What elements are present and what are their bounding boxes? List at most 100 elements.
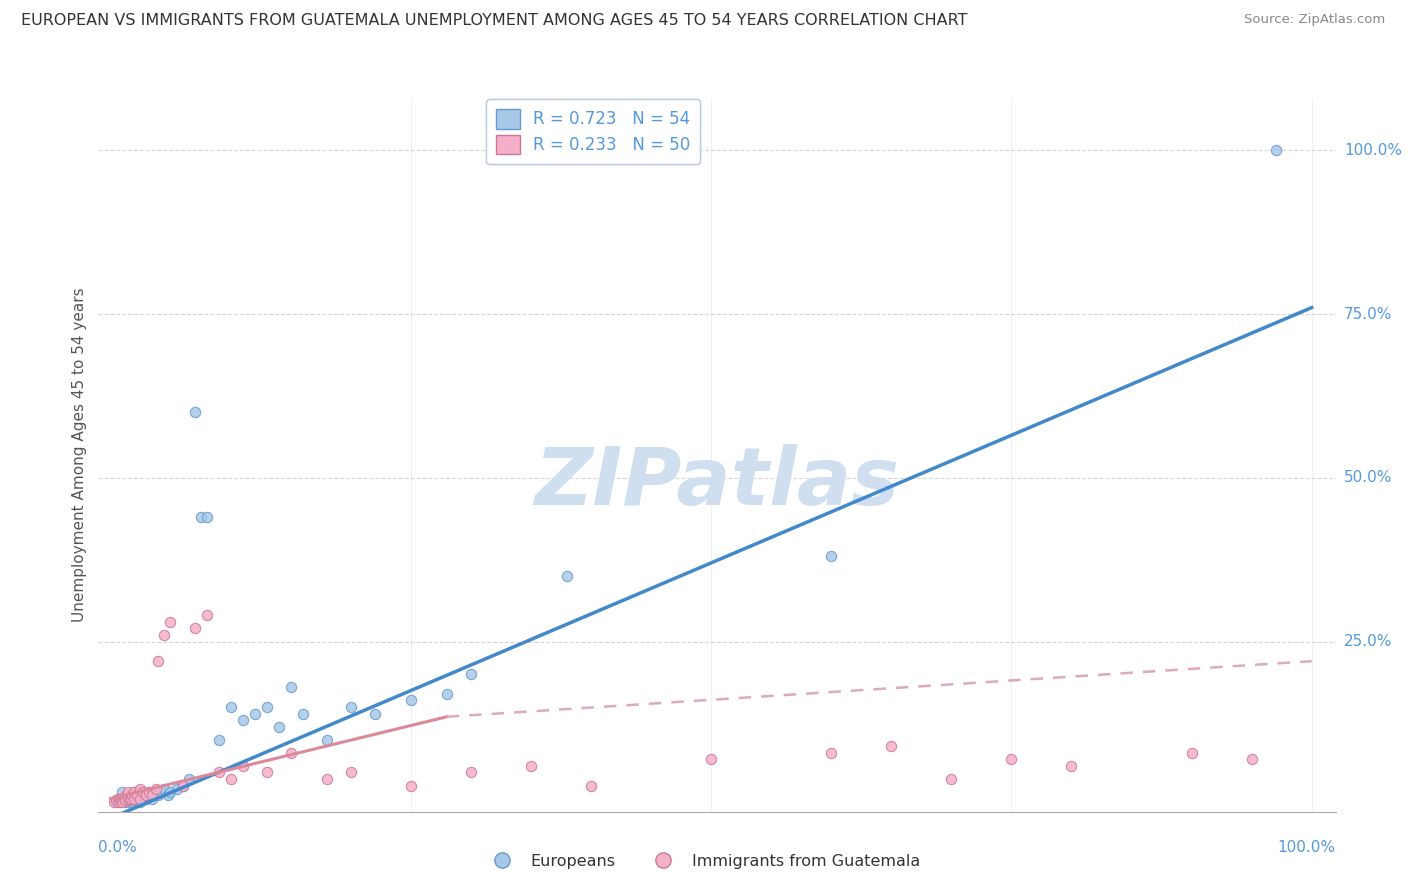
Y-axis label: Unemployment Among Ages 45 to 54 years: Unemployment Among Ages 45 to 54 years: [72, 287, 87, 623]
Point: [159, 615, 181, 629]
Point: [183, 405, 205, 419]
Point: [1264, 144, 1286, 158]
Point: [460, 667, 482, 681]
Point: [129, 791, 152, 805]
Point: [243, 706, 266, 721]
Point: [108, 791, 131, 805]
Point: [125, 791, 148, 805]
Point: [132, 789, 155, 803]
Point: [132, 785, 155, 799]
Point: [460, 765, 482, 780]
Point: [1240, 752, 1263, 766]
Point: [121, 789, 143, 803]
Point: [138, 785, 160, 799]
Point: [256, 700, 278, 714]
Point: [820, 549, 842, 564]
Legend: R = 0.723   N = 54, R = 0.233   N = 50: R = 0.723 N = 54, R = 0.233 N = 50: [486, 99, 700, 164]
Text: ZIPatlas: ZIPatlas: [534, 444, 900, 523]
Text: 50.0%: 50.0%: [1344, 470, 1392, 485]
Point: [1060, 759, 1083, 773]
Point: [129, 795, 152, 809]
Point: [114, 793, 136, 807]
Point: [579, 779, 602, 793]
Point: [129, 785, 152, 799]
Point: [149, 785, 172, 799]
Point: [148, 789, 170, 803]
Point: [105, 793, 128, 807]
Point: [112, 791, 135, 805]
Point: [166, 781, 188, 796]
Text: Source: ZipAtlas.com: Source: ZipAtlas.com: [1244, 13, 1385, 27]
Point: [232, 759, 254, 773]
Point: [280, 746, 302, 760]
Point: [148, 654, 170, 668]
Point: [115, 789, 138, 803]
Point: [941, 772, 963, 786]
Point: [207, 732, 229, 747]
Point: [117, 785, 139, 799]
Point: [105, 795, 128, 809]
Point: [111, 791, 134, 805]
Point: [172, 779, 194, 793]
Point: [110, 793, 132, 807]
Point: [157, 789, 180, 803]
Point: [108, 791, 131, 805]
Point: [399, 779, 422, 793]
Point: [135, 789, 157, 803]
Point: [117, 795, 139, 809]
Point: [172, 779, 194, 793]
Point: [315, 732, 337, 747]
Point: [436, 687, 458, 701]
Point: [121, 795, 143, 809]
Point: [190, 510, 212, 524]
Point: [195, 510, 218, 524]
Point: [256, 765, 278, 780]
Point: [399, 693, 422, 707]
Point: [108, 795, 131, 809]
Point: [280, 681, 302, 695]
Point: [135, 791, 157, 805]
Point: [153, 781, 176, 796]
Point: [820, 746, 842, 760]
Point: [118, 793, 141, 807]
Point: [111, 785, 134, 799]
Point: [110, 793, 132, 807]
Point: [141, 791, 163, 805]
Point: [520, 759, 543, 773]
Text: 0.0%: 0.0%: [98, 840, 138, 855]
Point: [117, 791, 139, 805]
Point: [117, 789, 139, 803]
Point: [315, 772, 337, 786]
Point: [125, 789, 148, 803]
Point: [339, 700, 361, 714]
Point: [219, 700, 242, 714]
Point: [183, 621, 205, 635]
Point: [120, 791, 142, 805]
Point: [232, 713, 254, 727]
Point: [880, 739, 903, 754]
Point: [138, 785, 160, 799]
Text: EUROPEAN VS IMMIGRANTS FROM GUATEMALA UNEMPLOYMENT AMONG AGES 45 TO 54 YEARS COR: EUROPEAN VS IMMIGRANTS FROM GUATEMALA UN…: [21, 13, 967, 29]
Point: [103, 795, 125, 809]
Point: [124, 785, 146, 799]
Text: 25.0%: 25.0%: [1344, 634, 1392, 649]
Point: [118, 793, 141, 807]
Point: [115, 791, 138, 805]
Point: [219, 772, 242, 786]
Point: [129, 781, 152, 796]
Point: [145, 785, 167, 799]
Point: [132, 791, 155, 805]
Point: [141, 789, 163, 803]
Point: [1000, 752, 1022, 766]
Point: [107, 791, 129, 805]
Point: [124, 791, 146, 805]
Text: 100.0%: 100.0%: [1344, 143, 1402, 158]
Point: [114, 795, 136, 809]
Point: [207, 765, 229, 780]
Point: [142, 789, 165, 803]
Point: [124, 793, 146, 807]
Legend: Europeans, Immigrants from Guatemala: Europeans, Immigrants from Guatemala: [479, 847, 927, 875]
Point: [124, 791, 146, 805]
Point: [339, 765, 361, 780]
Point: [700, 752, 723, 766]
